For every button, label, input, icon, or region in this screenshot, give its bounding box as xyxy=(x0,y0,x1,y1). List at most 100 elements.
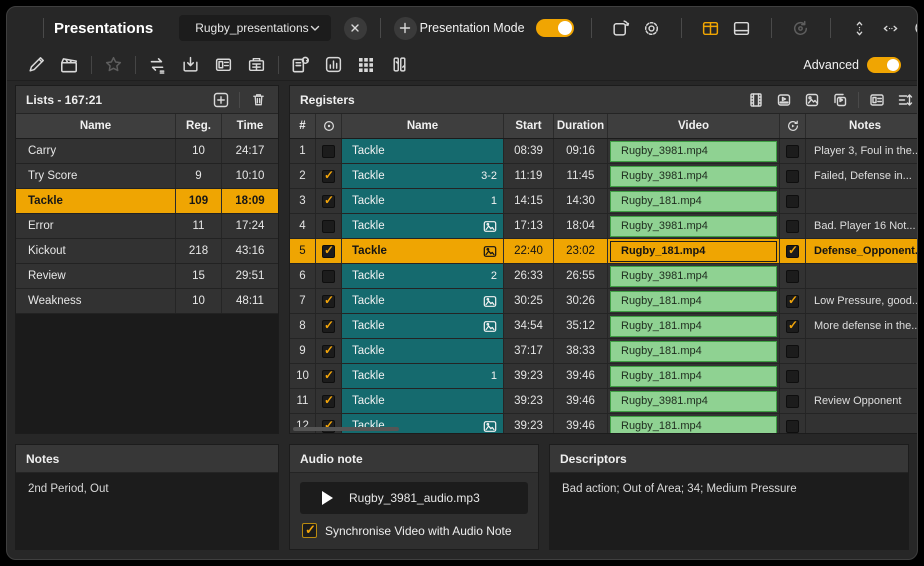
sync-checkbox[interactable] xyxy=(786,219,799,233)
table-row[interactable]: 2 Tackle 3-2 11:19 11:45 Rugby_3981.mp4 … xyxy=(290,164,917,189)
edit-button[interactable] xyxy=(23,53,49,77)
registers-col-notes[interactable]: Notes xyxy=(806,114,917,138)
register-note[interactable] xyxy=(806,339,917,363)
register-card-button[interactable] xyxy=(210,53,236,77)
registers-col-video[interactable]: Video xyxy=(608,114,780,138)
visibility-checkbox[interactable] xyxy=(322,343,335,358)
video-file[interactable]: Rugby_181.mp4 xyxy=(610,340,777,362)
table-row[interactable]: 1 Tackle 08:39 09:16 Rugby_3981.mp4 Play… xyxy=(290,139,917,164)
export-video-file-button[interactable] xyxy=(774,90,794,110)
list-row[interactable]: Try Score 9 10:10 xyxy=(16,164,278,189)
visibility-checkbox[interactable] xyxy=(322,219,335,233)
visibility-checkbox[interactable] xyxy=(322,318,335,333)
sync-checkbox[interactable] xyxy=(786,293,799,308)
sync-checkbox[interactable] xyxy=(786,344,799,358)
register-name-cell[interactable]: Tackle xyxy=(342,314,504,338)
add-list-button[interactable] xyxy=(211,90,231,110)
sync-checkbox[interactable] xyxy=(786,419,799,433)
list-row[interactable]: Tackle 109 18:09 xyxy=(16,189,278,214)
register-note[interactable]: Failed, Defense in... xyxy=(806,164,917,188)
register-note[interactable]: Review Opponent xyxy=(806,389,917,413)
refresh-notes-button[interactable] xyxy=(287,53,313,77)
registers-col-start[interactable]: Start xyxy=(504,114,554,138)
transfer-registers-button[interactable] xyxy=(144,53,170,77)
video-file[interactable]: Rugby_3981.mp4 xyxy=(610,140,777,162)
register-note[interactable] xyxy=(806,414,917,433)
layout-split-button[interactable] xyxy=(699,17,723,39)
help-button[interactable] xyxy=(910,17,917,39)
rotate-window-button[interactable] xyxy=(609,17,633,39)
settings-button[interactable] xyxy=(640,17,664,39)
video-file[interactable]: Rugby_181.mp4 xyxy=(610,415,777,433)
sync-checkbox[interactable] xyxy=(786,369,799,383)
video-file[interactable]: Rugby_181.mp4 xyxy=(610,365,777,387)
list-row[interactable]: Error 11 17:24 xyxy=(16,214,278,239)
visibility-checkbox[interactable] xyxy=(322,243,335,258)
video-file[interactable]: Rugby_181.mp4 xyxy=(610,290,777,312)
layout-bottom-button[interactable] xyxy=(730,17,754,39)
advanced-toggle[interactable] xyxy=(867,56,901,73)
register-note[interactable] xyxy=(806,264,917,288)
register-name-cell[interactable]: Tackle 1 xyxy=(342,364,504,388)
table-row[interactable]: 12 Tackle 39:23 39:46 Rugby_181.mp4 xyxy=(290,414,917,433)
video-file[interactable]: Rugby_181.mp4 xyxy=(610,315,777,337)
register-name-cell[interactable]: Tackle xyxy=(342,139,504,163)
register-note[interactable] xyxy=(806,364,917,388)
registers-col-name[interactable]: Name xyxy=(342,114,504,138)
video-file[interactable]: Rugby_3981.mp4 xyxy=(610,265,777,287)
lists-col-reg[interactable]: Reg. xyxy=(176,114,222,138)
visibility-checkbox[interactable] xyxy=(322,368,335,383)
play-icon[interactable] xyxy=(322,491,333,505)
descriptors-content[interactable]: Bad action; Out of Area; 34; Medium Pres… xyxy=(550,473,908,549)
register-note[interactable]: Player 3, Foul in the... xyxy=(806,139,917,163)
resize-vertical-button[interactable] xyxy=(848,17,872,39)
sync-checkbox[interactable] xyxy=(786,394,799,408)
audio-player[interactable]: Rugby_3981_audio.mp3 xyxy=(300,482,528,514)
sync-checkbox[interactable] xyxy=(786,194,799,208)
make-video-button[interactable] xyxy=(56,53,82,77)
sync-checkbox[interactable] xyxy=(786,243,799,258)
register-name-cell[interactable]: Tackle 2 xyxy=(342,264,504,288)
register-name-cell[interactable]: Tackle xyxy=(342,339,504,363)
table-row[interactable]: 10 Tackle 1 39:23 39:46 Rugby_181.mp4 xyxy=(290,364,917,389)
register-note[interactable] xyxy=(806,189,917,213)
presentation-mode-toggle[interactable] xyxy=(535,19,574,37)
table-row[interactable]: 9 Tackle 37:17 38:33 Rugby_181.mp4 xyxy=(290,339,917,364)
registers-col-sync[interactable] xyxy=(780,114,806,138)
registers-col-visibility[interactable] xyxy=(316,114,342,138)
video-file[interactable]: Rugby_3981.mp4 xyxy=(610,165,777,187)
table-row[interactable]: 11 Tackle 39:23 39:46 Rugby_3981.mp4 Rev… xyxy=(290,389,917,414)
register-note[interactable]: Bad. Player 16 Not... xyxy=(806,214,917,238)
registers-col-index[interactable]: # xyxy=(290,114,316,138)
list-row[interactable]: Carry 10 24:17 xyxy=(16,139,278,164)
register-name-cell[interactable]: Tackle xyxy=(342,239,504,263)
table-row[interactable]: 5 Tackle 22:40 23:02 Rugby_181.mp4 Defen… xyxy=(290,239,917,264)
visibility-checkbox[interactable] xyxy=(322,393,335,408)
sync-checkbox[interactable] xyxy=(786,169,799,183)
visibility-checkbox[interactable] xyxy=(322,293,335,308)
close-presentation-button[interactable] xyxy=(343,16,367,40)
dashboard-button[interactable] xyxy=(353,53,379,77)
horizontal-scrollbar[interactable] xyxy=(293,427,399,431)
visibility-checkbox[interactable] xyxy=(322,144,335,158)
register-name-cell[interactable]: Tackle 1 xyxy=(342,189,504,213)
register-name-cell[interactable]: Tackle xyxy=(342,289,504,313)
sync-checkbox[interactable] xyxy=(786,144,799,158)
video-file[interactable]: Rugby_181.mp4 xyxy=(610,190,777,212)
register-details-button[interactable] xyxy=(867,90,887,110)
visibility-checkbox[interactable] xyxy=(322,269,335,283)
sort-registers-button[interactable] xyxy=(895,90,915,110)
notes-content[interactable]: 2nd Period, Out xyxy=(16,473,278,549)
registers-col-duration[interactable]: Duration xyxy=(554,114,608,138)
register-note[interactable]: More defense in the... xyxy=(806,314,917,338)
statistics-button[interactable] xyxy=(320,53,346,77)
video-file[interactable]: Rugby_3981.mp4 xyxy=(610,215,777,237)
table-row[interactable]: 4 Tackle 17:13 18:04 Rugby_3981.mp4 Bad.… xyxy=(290,214,917,239)
lists-col-time[interactable]: Time xyxy=(236,120,264,132)
duplicate-register-button[interactable] xyxy=(830,90,850,110)
lists-col-name[interactable]: Name xyxy=(16,114,176,138)
sync-checkbox[interactable] xyxy=(786,269,799,283)
delete-list-button[interactable] xyxy=(248,90,268,110)
export-image-button[interactable] xyxy=(802,90,822,110)
table-row[interactable]: 7 Tackle 30:25 30:26 Rugby_181.mp4 Low P… xyxy=(290,289,917,314)
